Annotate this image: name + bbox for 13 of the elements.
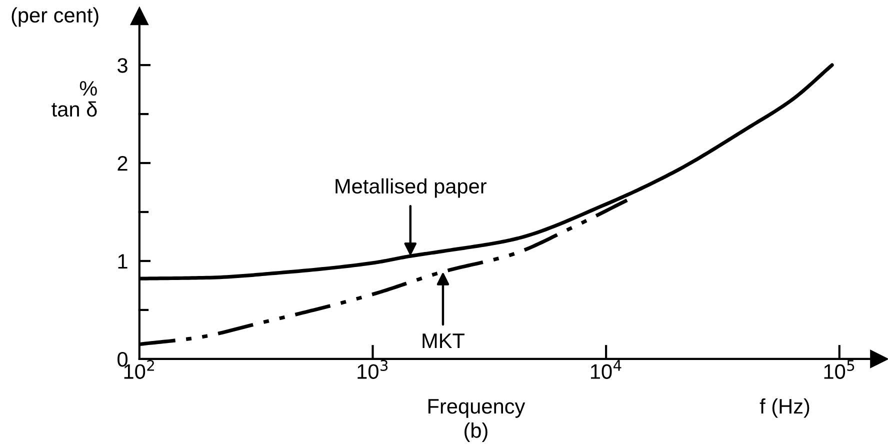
x-tick-label: 10$^{3}$ (358, 360, 388, 379)
x-tick-label: 10$^{5}$ (824, 360, 854, 379)
text: (per cent) (12, 7, 98, 27)
x-tick-label: 10$^{4}$ (590, 360, 622, 379)
text: Metallised paper (336, 178, 486, 198)
text: MKT (422, 334, 464, 348)
x-axis-title: Frequency (428, 399, 526, 418)
text: (b) (464, 422, 488, 442)
y-tick-label: 1 (118, 254, 128, 269)
y-tick-label: 3 (118, 58, 128, 73)
y-tick-label: 2 (118, 156, 128, 171)
y-axis-title: % tan δ (52, 81, 97, 117)
text: f (Hz) (760, 398, 810, 418)
